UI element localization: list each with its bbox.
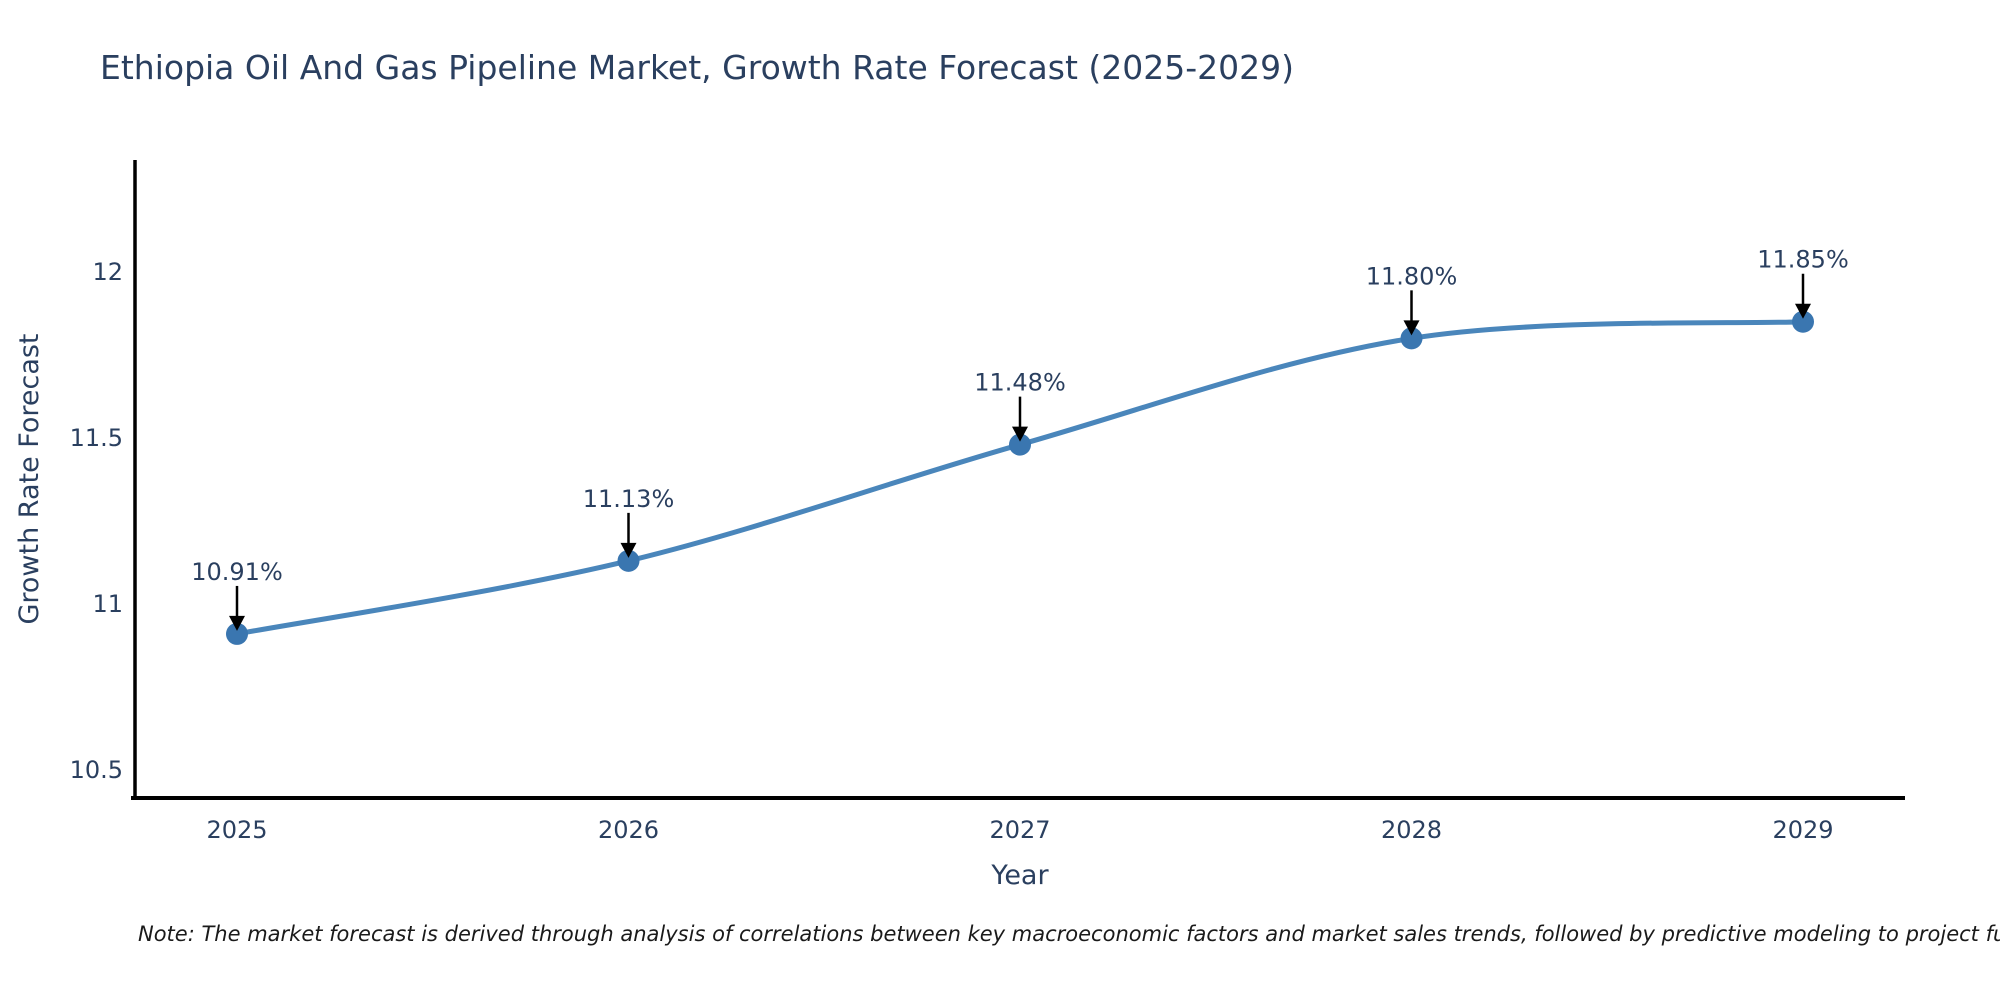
y-tick-label: 12 bbox=[92, 258, 123, 286]
annotation-arrow-head bbox=[1795, 303, 1811, 319]
point-value-label: 11.13% bbox=[583, 485, 675, 513]
annotation-arrow-head bbox=[1403, 320, 1420, 336]
data-point-marker bbox=[1792, 310, 1814, 333]
point-annotations: 10.91% 11.13% 11.48% 11.80% 11.85% bbox=[191, 246, 1849, 631]
footnote: Note: The market forecast is derived thr… bbox=[138, 922, 2000, 946]
y-axis-title: Growth Rate Forecast bbox=[14, 333, 45, 624]
x-tick-label: 2029 bbox=[1772, 816, 1833, 844]
y-tick-label: 11.5 bbox=[70, 424, 123, 452]
x-tick-labels: 2025 2026 2027 2028 2029 bbox=[206, 816, 1833, 844]
y-tick-labels: 10.5 11 11.5 12 bbox=[70, 258, 123, 784]
y-tick-label: 10.5 bbox=[70, 756, 123, 784]
chart-title: Ethiopia Oil And Gas Pipeline Market, Gr… bbox=[100, 48, 1294, 87]
x-tick-label: 2026 bbox=[598, 816, 659, 844]
x-tick-label: 2027 bbox=[989, 816, 1050, 844]
annotation-arrow-head bbox=[1012, 426, 1028, 442]
point-value-label: 11.80% bbox=[1366, 262, 1458, 290]
annotation-arrow-head bbox=[620, 542, 637, 558]
series-group bbox=[226, 310, 1814, 645]
data-point-marker bbox=[226, 622, 248, 645]
data-point-marker bbox=[617, 549, 640, 572]
x-tick-label: 2028 bbox=[1381, 816, 1442, 844]
data-point-marker bbox=[1400, 327, 1423, 350]
annotation-arrow-head bbox=[229, 615, 245, 631]
y-tick-label: 11 bbox=[92, 590, 123, 618]
point-value-label: 11.85% bbox=[1757, 246, 1849, 274]
point-value-label: 11.48% bbox=[974, 369, 1066, 397]
point-value-label: 10.91% bbox=[191, 558, 283, 586]
x-axis-title: Year bbox=[990, 860, 1049, 891]
data-point-marker bbox=[1009, 433, 1031, 456]
x-tick-label: 2025 bbox=[206, 816, 267, 844]
